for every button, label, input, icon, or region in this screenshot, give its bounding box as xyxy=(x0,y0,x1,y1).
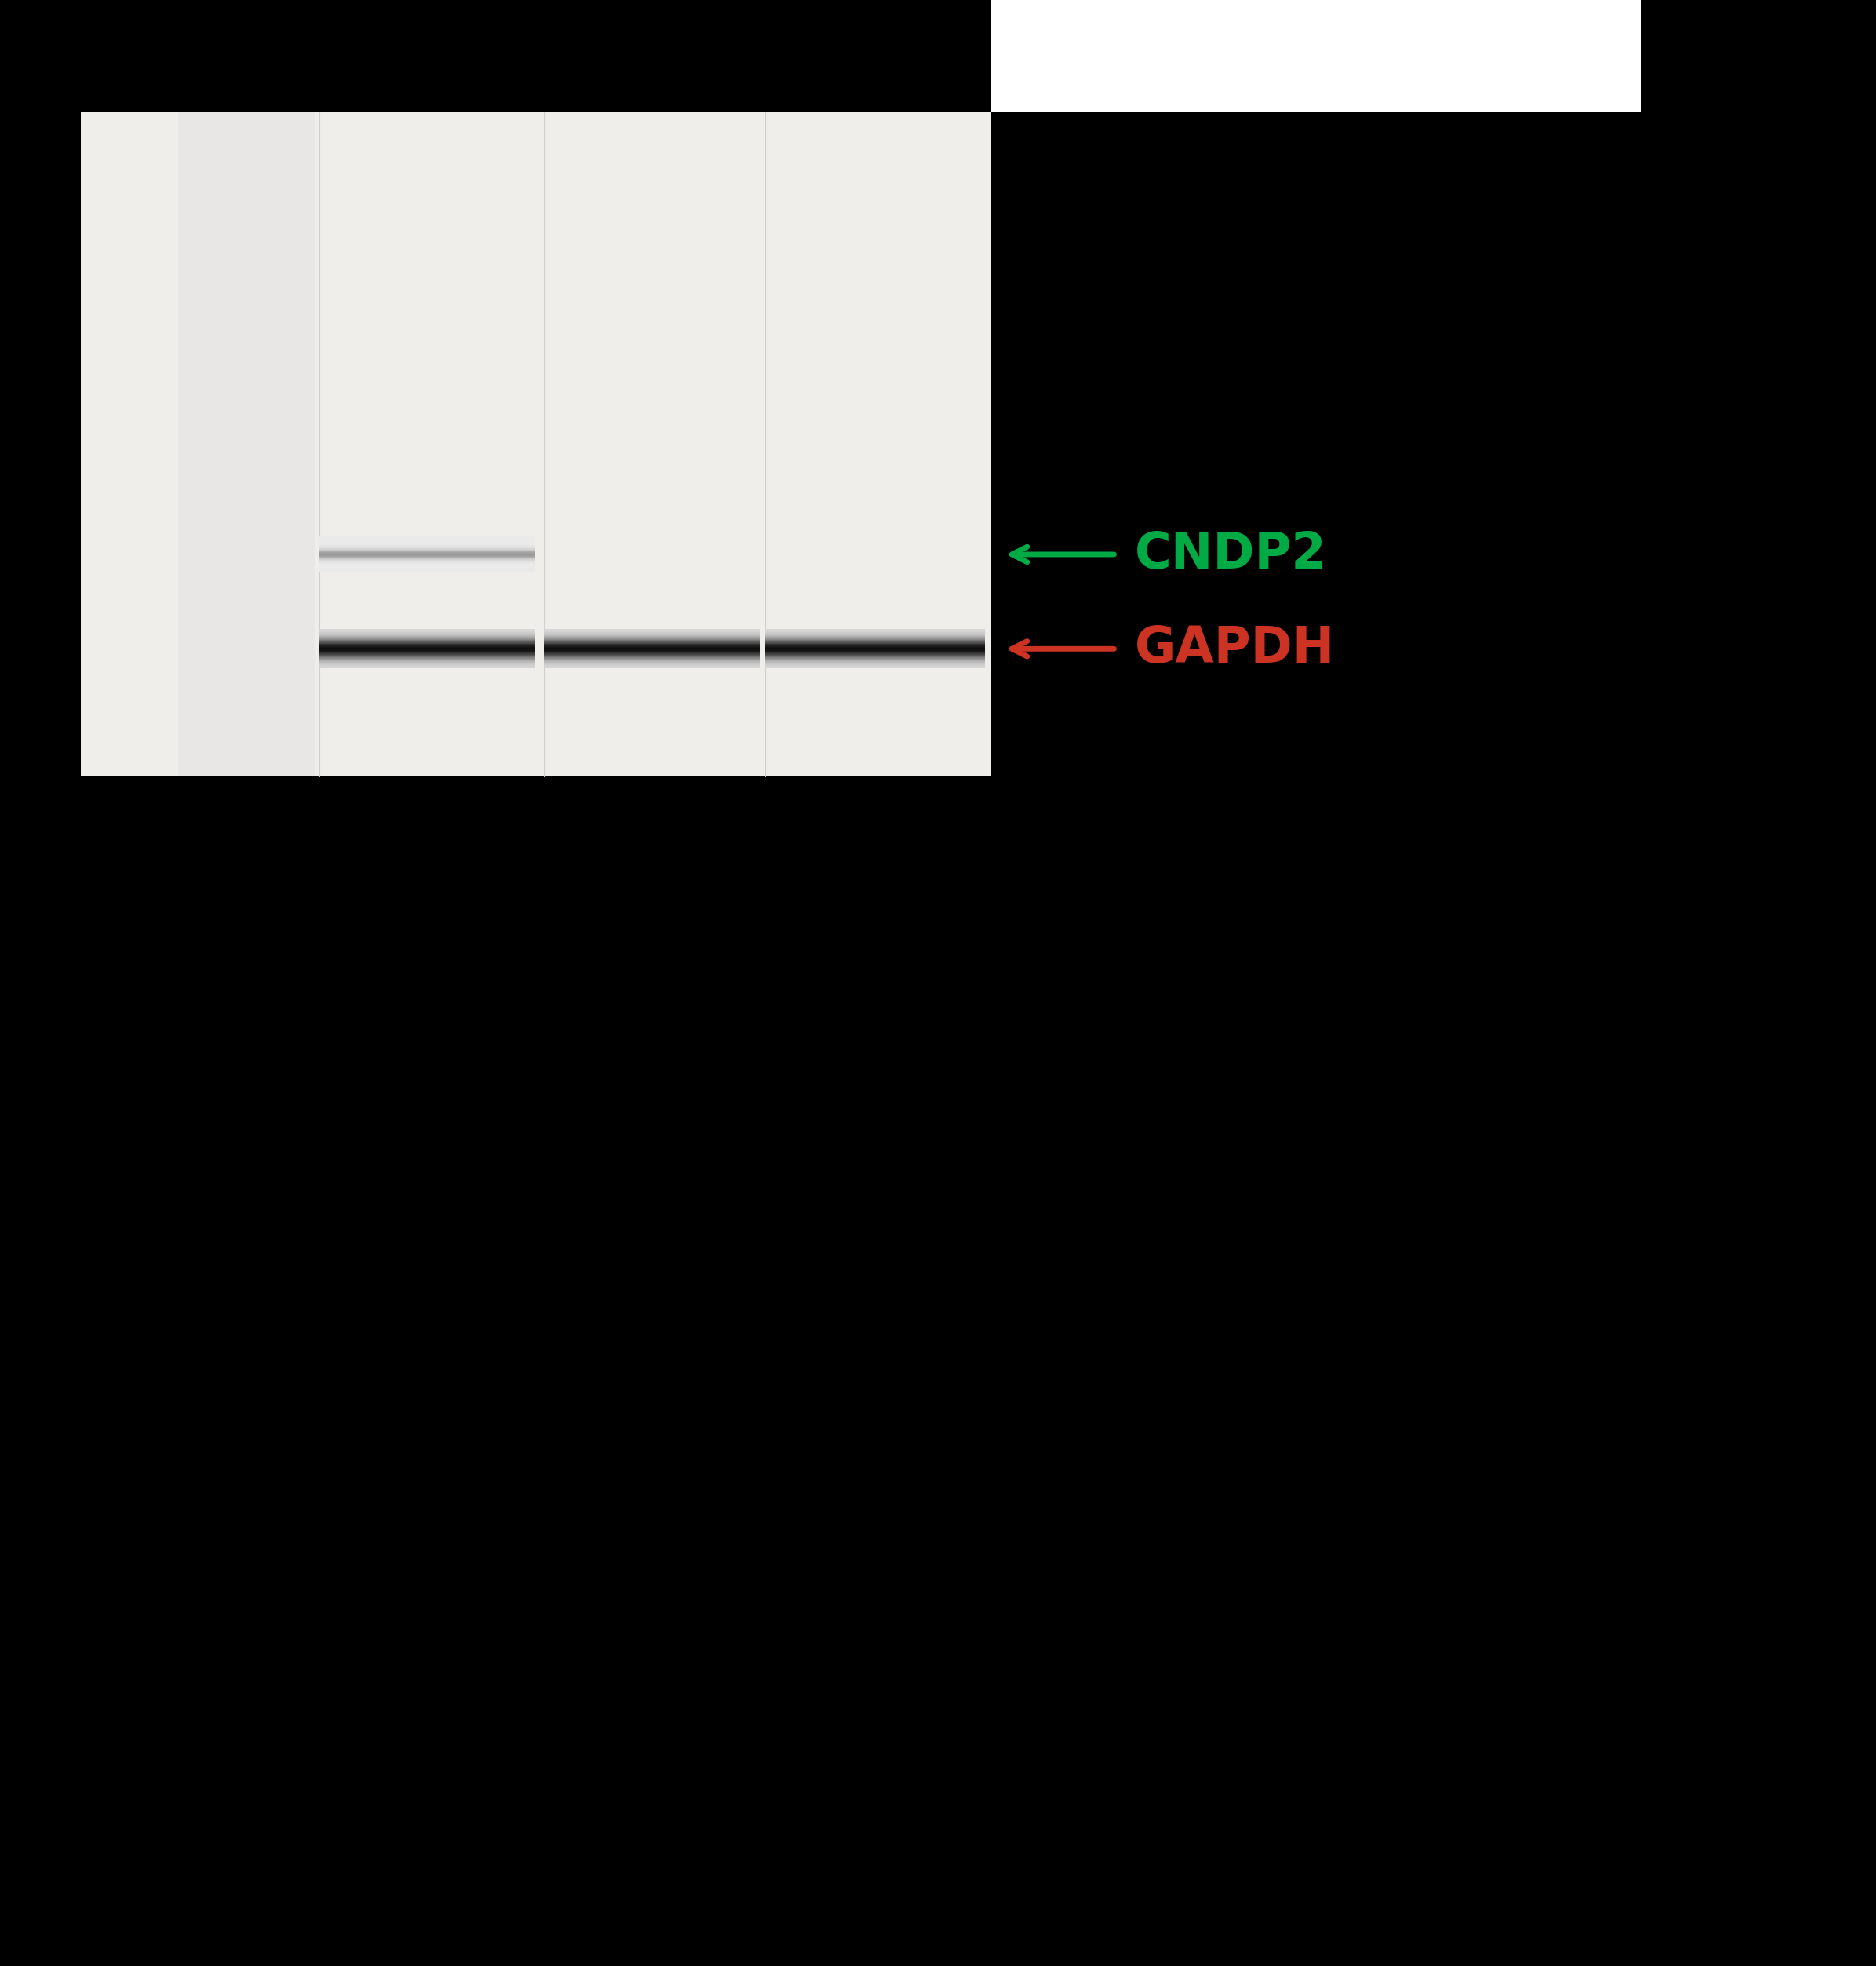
Text: GAPDH: GAPDH xyxy=(1135,625,1336,672)
Text: 12-: 12- xyxy=(24,889,75,920)
Text: 40-: 40- xyxy=(24,647,75,678)
Bar xyxy=(81,112,991,777)
Text: 66-: 66- xyxy=(24,578,75,609)
Text: CNDP2: CNDP2 xyxy=(1135,531,1326,578)
Bar xyxy=(178,112,315,777)
Bar xyxy=(991,0,1642,112)
Text: kDa: kDa xyxy=(15,96,75,128)
Text: 116-: 116- xyxy=(6,374,75,405)
Text: 180-: 180- xyxy=(6,246,75,277)
Bar xyxy=(1642,43,1876,777)
Text: 230-: 230- xyxy=(6,147,75,179)
